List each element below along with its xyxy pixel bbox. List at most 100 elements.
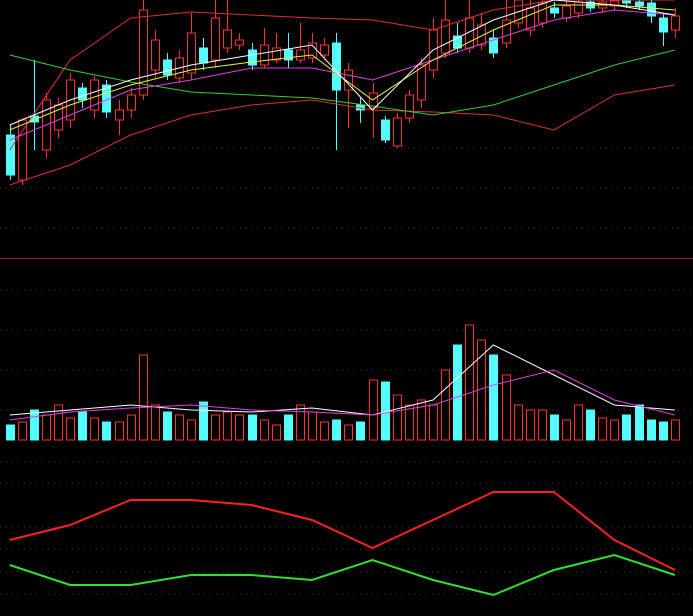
volume-bar xyxy=(296,404,305,441)
volume-bar xyxy=(6,424,15,441)
candle-body xyxy=(90,79,99,111)
volume-bar xyxy=(308,411,317,441)
candle-body xyxy=(332,42,341,91)
candle-body xyxy=(296,49,305,61)
candle-body xyxy=(441,19,450,54)
volume-bar xyxy=(550,414,559,441)
volume-bar xyxy=(417,399,426,441)
candle-body xyxy=(369,92,378,109)
candle-body xyxy=(320,44,329,56)
volume-bar xyxy=(659,421,668,441)
volume-bar xyxy=(260,419,269,441)
indicator-line xyxy=(9,369,676,421)
candle-body xyxy=(223,29,232,49)
candle-body xyxy=(248,49,257,66)
indicator-line xyxy=(9,49,676,116)
candle-body xyxy=(78,87,87,101)
indicator-line xyxy=(9,0,675,126)
candle-body xyxy=(127,94,136,111)
candle-body xyxy=(610,0,619,7)
volume-bar xyxy=(175,414,184,441)
candle-body xyxy=(151,39,160,71)
candle-body xyxy=(139,9,148,96)
candle-body xyxy=(477,24,486,46)
volume-bar xyxy=(223,411,232,441)
volume-bar xyxy=(235,414,244,441)
volume-bar xyxy=(284,414,293,441)
candle-body xyxy=(6,134,15,176)
volume-bar xyxy=(272,424,281,441)
volume-bar xyxy=(502,374,511,441)
candle-body xyxy=(622,0,631,4)
candle-body xyxy=(417,64,426,101)
candle-body xyxy=(115,109,124,121)
volume-bar xyxy=(102,421,111,441)
indicator-line xyxy=(9,553,676,597)
volume-bar xyxy=(635,404,644,441)
volume-bar xyxy=(526,409,535,441)
volume-bar xyxy=(115,421,124,441)
candle-body xyxy=(405,94,414,119)
candle-body xyxy=(502,19,511,44)
indicator-line xyxy=(9,344,675,416)
volume-bar xyxy=(622,414,631,441)
volume-bar xyxy=(647,419,656,441)
candle-body xyxy=(550,7,559,14)
volume-bar xyxy=(320,421,329,441)
candle-body xyxy=(562,5,571,19)
volume-bar xyxy=(671,419,680,441)
indicator-line xyxy=(9,9,675,141)
candle-body xyxy=(199,47,208,64)
candle-body xyxy=(538,2,547,24)
candle-body xyxy=(284,49,293,61)
candle-body xyxy=(272,47,281,61)
volume-bar xyxy=(163,411,172,441)
candle-body xyxy=(18,119,27,181)
volume-bar xyxy=(30,409,39,441)
volume-bar xyxy=(78,411,87,441)
indicator-line xyxy=(9,491,676,571)
volume-bar xyxy=(465,324,474,441)
indicator-line xyxy=(9,84,675,186)
volume-bar xyxy=(514,404,523,441)
volume-bar xyxy=(598,417,607,441)
candle-body xyxy=(574,1,583,14)
volume-bar xyxy=(211,414,220,441)
volume-bar xyxy=(369,379,378,441)
candle-body xyxy=(647,2,656,17)
volume-bar xyxy=(332,419,341,441)
volume-bar xyxy=(66,417,75,441)
volume-bar xyxy=(538,409,547,441)
volume-bar xyxy=(405,404,414,441)
volume-bar xyxy=(441,369,450,441)
candle-body xyxy=(635,1,644,7)
candle-body xyxy=(489,37,498,54)
volume-bar xyxy=(610,419,619,441)
indicator-line xyxy=(9,0,675,151)
volume-bar xyxy=(489,354,498,441)
volume-bar xyxy=(574,404,583,441)
volume-bar xyxy=(18,421,27,441)
volume-bar xyxy=(393,394,402,441)
volume-bar xyxy=(344,424,353,441)
candle-body xyxy=(235,39,244,46)
volume-bar xyxy=(199,401,208,441)
candle-body xyxy=(163,59,172,76)
volume-bar xyxy=(356,421,365,441)
volume-bar xyxy=(151,404,160,441)
volume-bar xyxy=(453,344,462,441)
volume-bar xyxy=(42,414,51,441)
candle-body xyxy=(187,32,196,74)
volume-bar xyxy=(90,417,99,441)
candle-body xyxy=(659,17,668,33)
candle-body xyxy=(260,44,269,66)
volume-bar xyxy=(187,419,196,441)
candle-body xyxy=(211,17,220,61)
volume-bar xyxy=(562,419,571,441)
volume-bar xyxy=(127,414,136,441)
candle-body xyxy=(671,15,680,31)
candle-body xyxy=(381,119,390,141)
volume-bar xyxy=(429,404,438,441)
volume-bar xyxy=(248,414,257,441)
